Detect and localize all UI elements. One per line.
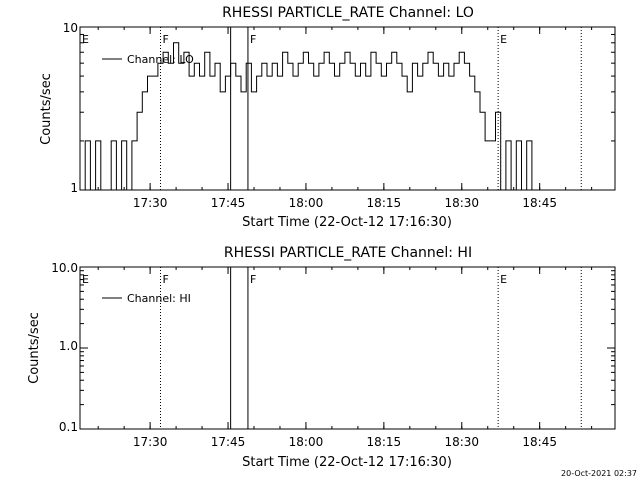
x-tick-label: 17:30 — [133, 196, 168, 210]
generation-timestamp: 20-Oct-2021 02:37 — [561, 469, 637, 478]
x-axis-label: Start Time (22-Oct-12 17:16:30) — [242, 455, 452, 470]
y-tick-label: 0.1 — [59, 420, 78, 434]
x-axis-label: Start Time (22-Oct-12 17:16:30) — [242, 215, 452, 230]
flag-label: F — [163, 273, 169, 286]
x-tick-label: 17:30 — [133, 435, 168, 449]
y-axis-label: Counts/sec — [27, 312, 42, 384]
y-tick-label: 10 — [63, 21, 78, 35]
x-tick-label: 18:00 — [289, 435, 324, 449]
x-tick-label: 18:30 — [444, 196, 479, 210]
y-tick-label: 10.0 — [51, 261, 78, 275]
flag-label: E — [500, 273, 507, 286]
x-tick-label: 18:15 — [367, 196, 402, 210]
flag-label: F — [163, 33, 169, 46]
x-tick-label: 18:45 — [522, 435, 557, 449]
x-tick-label: 17:45 — [211, 435, 246, 449]
y-tick-label: 1 — [70, 181, 78, 195]
y-axis-label: Counts/sec — [39, 73, 54, 145]
legend-label: Channel: LO — [127, 53, 194, 66]
x-tick-label: 18:00 — [289, 196, 324, 210]
flag-label: E — [500, 33, 507, 46]
flag-label: F — [250, 273, 256, 286]
x-tick-label: 17:45 — [211, 196, 246, 210]
series-line-channel-lo — [80, 42, 574, 191]
y-tick-label: 1.0 — [59, 339, 78, 353]
x-tick-label: 18:30 — [444, 435, 479, 449]
chart-title: RHESSI PARTICLE_RATE Channel: HI — [224, 245, 472, 261]
x-tick-label: 18:45 — [522, 196, 557, 210]
panel-channel-hi: RHESSI PARTICLE_RATE Channel: HI Counts/… — [27, 245, 616, 470]
flag-label: E — [82, 273, 89, 286]
flag-label: F — [250, 33, 256, 46]
chart-title: RHESSI PARTICLE_RATE Channel: LO — [222, 5, 474, 21]
legend-label: Channel: HI — [127, 292, 191, 305]
flag-label: E — [82, 33, 89, 46]
panel-channel-lo: RHESSI PARTICLE_RATE Channel: LO Counts/… — [39, 5, 616, 230]
x-tick-label: 18:15 — [367, 435, 402, 449]
